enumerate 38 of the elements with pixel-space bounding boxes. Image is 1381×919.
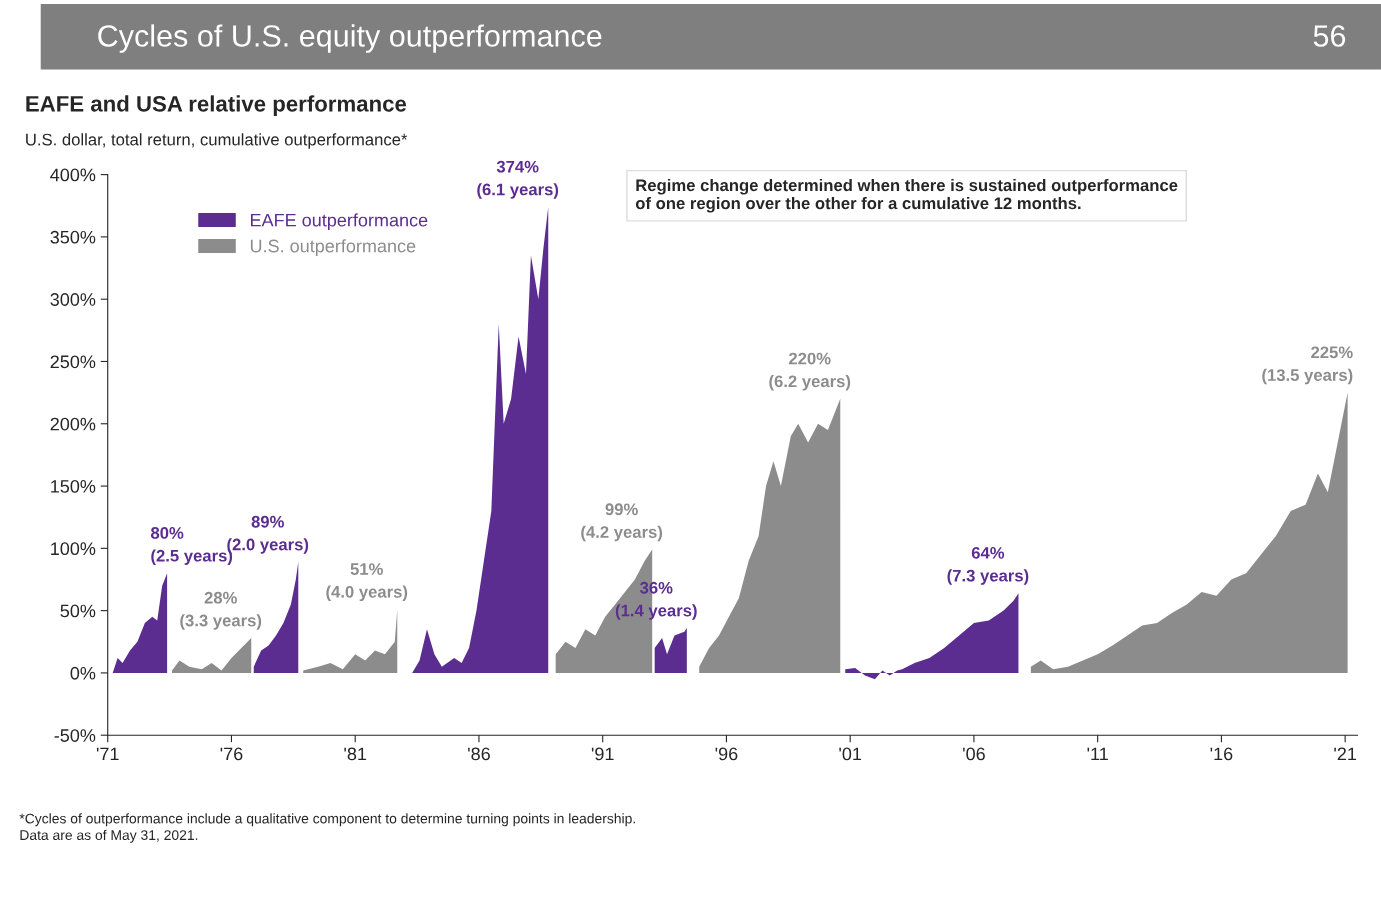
annotation: 36% (1.4 years) <box>615 581 697 620</box>
y-tick-label: 200% <box>50 417 96 431</box>
y-tick-label: 100% <box>51 542 96 556</box>
x-tick-label: '06 <box>963 747 985 761</box>
annotation: Regime change determined when there is sustained outperformance of one region over the other for a cumulative 12 months. <box>635 178 1178 213</box>
annotation: 64% (7.3 years) <box>947 546 1029 585</box>
annotation: 99% (4.2 years) <box>581 503 663 542</box>
x-tick-label: '96 <box>715 747 738 761</box>
annotation: 374% (6.1 years) <box>477 160 559 199</box>
text: 56 <box>1313 25 1346 47</box>
chart-subtitle: EAFE and USA relative performance <box>26 95 407 117</box>
annotation: 225% (13.5 years) <box>1262 346 1353 385</box>
text: Data are as of May 31, 2021. <box>20 829 198 843</box>
y-tick-label: 50% <box>60 604 96 618</box>
text: *Cycles of outperformance include a qualitative component to determine turning points in leadership. <box>19 813 635 827</box>
x-tick-label: '16 <box>1210 747 1233 761</box>
annotation: 28% (3.3 years) <box>180 591 262 630</box>
x-tick-label: '86 <box>468 747 490 761</box>
x-tick-label: '76 <box>220 747 243 761</box>
x-tick-label: '11 <box>1087 747 1108 761</box>
annotation: 220% (6.2 years) <box>769 352 851 391</box>
legend-label: EAFE outperformance <box>250 213 428 231</box>
y-tick-label: 400% <box>50 168 96 182</box>
y-tick-label: 350% <box>50 230 96 244</box>
y-tick-label: -50% <box>54 729 96 742</box>
chart-title: Cycles of U.S. equity outperformance <box>98 24 602 53</box>
x-tick-label: '01 <box>839 747 862 761</box>
x-tick-label: '71 <box>96 747 119 761</box>
x-tick-label: '81 <box>344 747 367 761</box>
y-tick-label: 150% <box>51 479 96 493</box>
x-tick-label: '21 <box>1334 747 1357 761</box>
text: U.S. dollar, total return, cumulative outperformance* <box>26 133 408 149</box>
x-tick-label: '91 <box>591 747 614 761</box>
legend-label: U.S. outperformance <box>250 239 416 256</box>
annotation: 51% (4.0 years) <box>326 563 408 602</box>
y-tick-label: 0% <box>70 666 96 680</box>
y-tick-label: 300% <box>50 293 96 306</box>
y-tick-label: 250% <box>50 355 96 369</box>
